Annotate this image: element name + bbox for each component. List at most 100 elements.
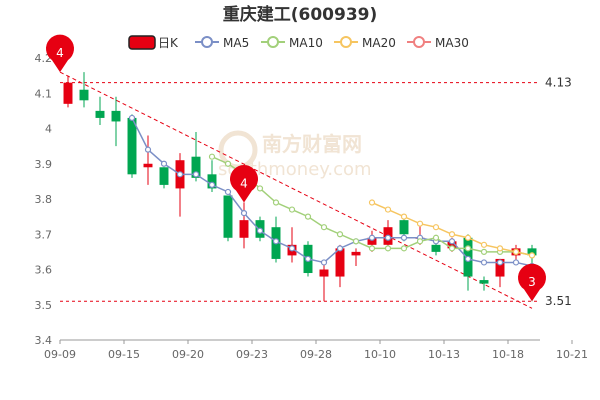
candles [63,72,537,302]
y-tick-label: 3.4 [35,334,53,347]
candle[interactable] [79,72,89,108]
ma10-point [304,213,312,220]
candle[interactable] [287,227,297,263]
x-tick-label: 09-15 [108,348,140,361]
reference-line-label: 3.51 [545,294,572,308]
ma5-point [368,234,376,241]
candle[interactable] [143,135,153,185]
ma10-point [384,245,392,252]
candle[interactable] [479,276,489,291]
candle[interactable] [111,96,121,147]
ma5-point [224,188,232,196]
ma10-point [320,224,328,231]
ma5-point [160,160,168,167]
candle-body [319,269,329,277]
pin-marker[interactable]: 4 [229,165,258,203]
x-tick-label: 10-10 [364,348,396,361]
x-tick-label: 10-21 [556,348,588,361]
legend-item-ma5[interactable]: MA5 [195,36,249,50]
candle-body [351,251,361,256]
ma5-point [512,259,520,266]
candle-body [527,248,537,256]
x-tick-label: 09-23 [236,348,268,361]
candle-body [79,89,89,101]
x-axis: 09-09 09-15 09-20 09-23 09-28 10-10 10-13 10-18… [44,339,588,361]
reference-lines: 4.13 3.51 [60,76,572,308]
legend-dot-icon [267,36,279,48]
ma10-point [416,238,424,245]
x-tick-label: 10-18 [492,348,524,361]
candle[interactable] [63,75,73,108]
ma5-point [192,171,200,178]
ma20-point [480,241,488,248]
ma5-point [272,238,280,245]
candle[interactable] [159,167,169,189]
legend-item-ma10[interactable]: MA10 [261,36,323,50]
ma5-point [400,234,408,241]
candle-body [63,82,73,104]
ma20-point [400,213,408,220]
ma10-point [368,245,376,252]
candle[interactable] [175,153,185,217]
ma5-point [304,255,312,263]
y-axis-ticks: 3.4 3.5 3.6 3.7 3.8 3.9 4 4.1 4.2 [35,52,53,347]
y-tick-label: 3.9 [35,158,53,171]
ma5-line [131,117,533,267]
candle[interactable] [223,195,233,242]
legend: 日K MA5 MA10 MA20 MA30 [128,35,469,50]
pin-marker[interactable]: 4 [45,34,74,73]
candle-body [367,237,377,245]
ma10-point [288,206,296,213]
ma20-point [496,245,504,252]
x-tick-label: 09-09 [44,348,76,361]
legend-label-ma20: MA20 [362,36,396,50]
pin-shape [518,263,546,302]
candle-body [431,244,441,252]
legend-item-ma20[interactable]: MA20 [334,36,396,50]
ma5-point [176,171,184,178]
ma20-point [416,220,424,227]
legend-dot-icon [413,36,425,48]
candle-body [207,174,217,189]
reference-line-label: 4.13 [545,76,572,90]
candle[interactable] [463,234,473,291]
ma5-point [320,259,328,266]
ma20-point [512,248,520,255]
y-tick-label: 4.2 [35,52,53,65]
candle-body [223,195,233,238]
candle[interactable] [319,262,329,302]
ma5-point [336,245,344,252]
candle[interactable] [95,96,105,125]
watermark-name: 南方财富网 [262,132,362,156]
candle[interactable] [383,220,393,249]
y-tick-label: 4 [45,123,52,136]
ma10-point [336,231,344,238]
ma5-point [256,227,264,234]
legend-item-ma30[interactable]: MA30 [407,36,469,50]
ma10-point [400,245,408,252]
ma5-point [480,259,488,266]
pin-marker[interactable]: 3 [518,263,546,302]
ma20-point [432,224,440,231]
x-tick-label: 10-13 [428,348,460,361]
ma20-point [368,199,376,206]
candle-body [111,110,121,122]
ma10-point [448,245,456,252]
candle[interactable] [127,114,137,178]
candle[interactable] [335,244,345,288]
candle-body [95,110,105,118]
y-tick-label: 3.5 [35,299,53,312]
legend-dot-icon [201,36,213,48]
ma5-point [288,245,296,252]
ma20-series [368,199,536,259]
candle-body [127,117,137,175]
pin-shape [229,165,258,203]
ma10-point [464,245,472,252]
ma10-point [432,234,440,241]
ma10-point [208,153,216,160]
candle[interactable] [351,248,361,266]
ma5-point [128,114,136,122]
legend-item-daily-k[interactable]: 日K [128,35,179,50]
ma5-point [448,238,456,245]
